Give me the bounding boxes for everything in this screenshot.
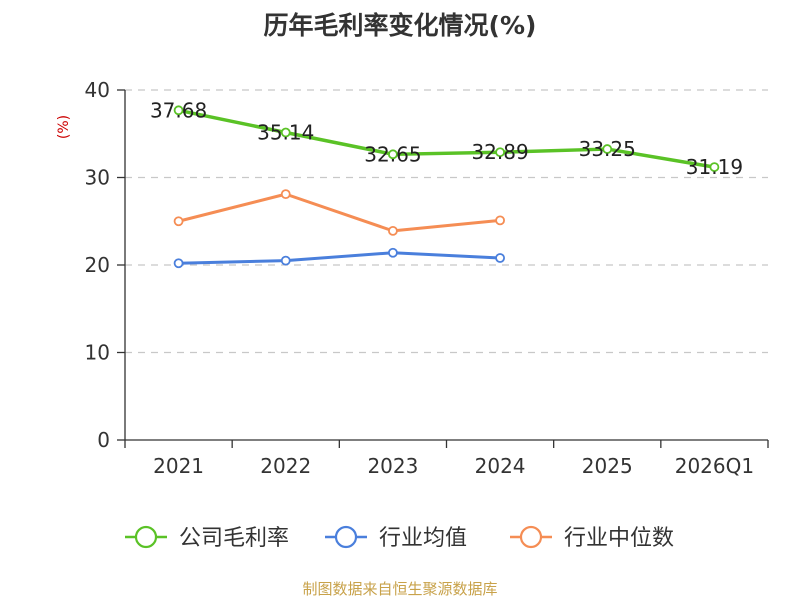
- y-tick-label: 10: [85, 341, 110, 365]
- data-point[interactable]: [495, 147, 505, 158]
- data-point[interactable]: [709, 162, 720, 172]
- legend-label: 行业均值: [379, 526, 467, 551]
- x-tick-label: 2025: [582, 454, 633, 478]
- data-point[interactable]: [602, 144, 613, 154]
- series: [173, 105, 720, 269]
- data-point[interactable]: [495, 215, 505, 226]
- legend-label: 公司毛利率: [179, 526, 289, 551]
- data-label: 32.65: [364, 142, 421, 166]
- series-line: [178, 251, 501, 265]
- data-label: 31.19: [686, 155, 743, 179]
- legend-label: 行业中位数: [564, 526, 674, 551]
- legend-item[interactable]: 行业中位数: [510, 525, 674, 551]
- legend-marker: [334, 525, 358, 549]
- y-tick-label: 40: [85, 78, 110, 102]
- y-axis-label: (%): [56, 115, 72, 139]
- x-tick-label: 2024: [475, 454, 526, 478]
- data-point[interactable]: [173, 258, 184, 269]
- data-point[interactable]: [280, 127, 291, 138]
- data-label: 32.89: [471, 140, 528, 164]
- data-point[interactable]: [280, 255, 291, 266]
- x-tick-label: 2021: [153, 454, 204, 478]
- data-point[interactable]: [280, 189, 291, 200]
- legend-item[interactable]: 公司毛利率: [125, 525, 289, 551]
- data-point[interactable]: [388, 247, 398, 258]
- series-line: [178, 108, 715, 169]
- x-tick-label: 2026Q1: [675, 454, 754, 478]
- y-tick-label: 0: [97, 428, 110, 452]
- data-label: 33.25: [579, 137, 636, 161]
- x-tick-label: 2022: [260, 454, 311, 478]
- data-point[interactable]: [495, 253, 505, 263]
- legend-marker: [519, 525, 543, 549]
- data-point[interactable]: [173, 216, 184, 227]
- data-label: 37.68: [150, 98, 207, 122]
- source-note: 制图数据来自恒生聚源数据库: [302, 580, 497, 598]
- legend-marker: [134, 525, 158, 549]
- data-label: 35.14: [257, 121, 314, 145]
- axes: 0 10 20 30 40 2021 2022 2023 2024 2025 2026Q1: [85, 78, 769, 478]
- y-tick-label: 20: [85, 253, 110, 277]
- y-tick-label: 30: [85, 166, 110, 190]
- grid: [125, 89, 768, 354]
- data-point[interactable]: [173, 105, 184, 116]
- data-point[interactable]: [388, 149, 398, 160]
- legend-item[interactable]: 行业均值: [325, 525, 467, 551]
- legend[interactable]: 公司毛利率 行业均值 行业中位数: [125, 525, 674, 551]
- series-line: [178, 192, 501, 233]
- chart-title: 历年毛利率变化情况(%): [264, 11, 537, 40]
- x-tick-label: 2023: [367, 454, 418, 478]
- data-labels: 37.68 35.14 32.65 32.89 33.25 31.19: [150, 98, 743, 179]
- data-point[interactable]: [388, 225, 398, 236]
